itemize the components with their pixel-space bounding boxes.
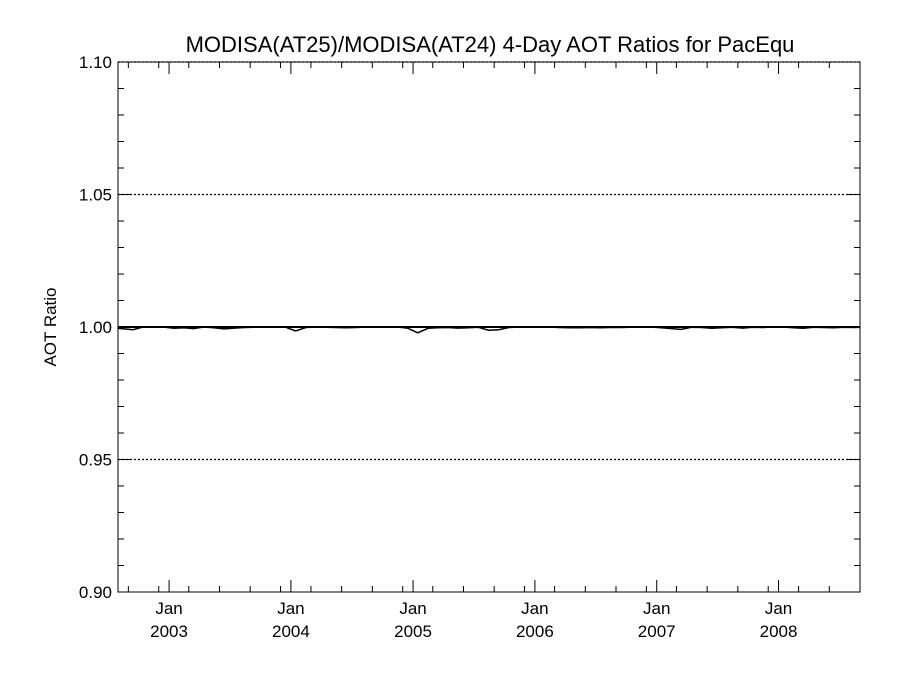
x-tick-label-year: 2005 <box>394 622 432 641</box>
x-tick-label-month: Jan <box>155 599 182 618</box>
x-tick-label-year: 2008 <box>760 622 798 641</box>
x-tick-label-month: Jan <box>765 599 792 618</box>
x-tick-label-year: 2006 <box>516 622 554 641</box>
y-axis: 0.90 0.95 1.00 1.05 1.10 <box>79 53 860 602</box>
y-axis-label: AOT Ratio <box>41 287 60 366</box>
x-tick-label-month: Jan <box>521 599 548 618</box>
x-tick-label-year: 2007 <box>638 622 676 641</box>
x-tick-label-year: 2004 <box>272 622 310 641</box>
chart-title: MODISA(AT25)/MODISA(AT24) 4-Day AOT Rati… <box>186 32 795 57</box>
gridlines <box>118 61 860 461</box>
y-tick-label: 0.90 <box>79 583 112 602</box>
x-tick-label-month: Jan <box>643 599 670 618</box>
x-axis: Jan 2003 Jan 2004 Jan 2005 Jan 2006 Jan 2007 Jan 20… <box>127 62 830 641</box>
y-tick-label: 1.05 <box>79 186 112 205</box>
x-tick-label-month: Jan <box>277 599 304 618</box>
y-tick-label: 1.10 <box>79 53 112 72</box>
x-tick-label-month: Jan <box>399 599 426 618</box>
y-tick-label: 0.95 <box>79 451 112 470</box>
y-tick-label: 1.00 <box>79 318 112 337</box>
x-tick-label-year: 2003 <box>150 622 188 641</box>
